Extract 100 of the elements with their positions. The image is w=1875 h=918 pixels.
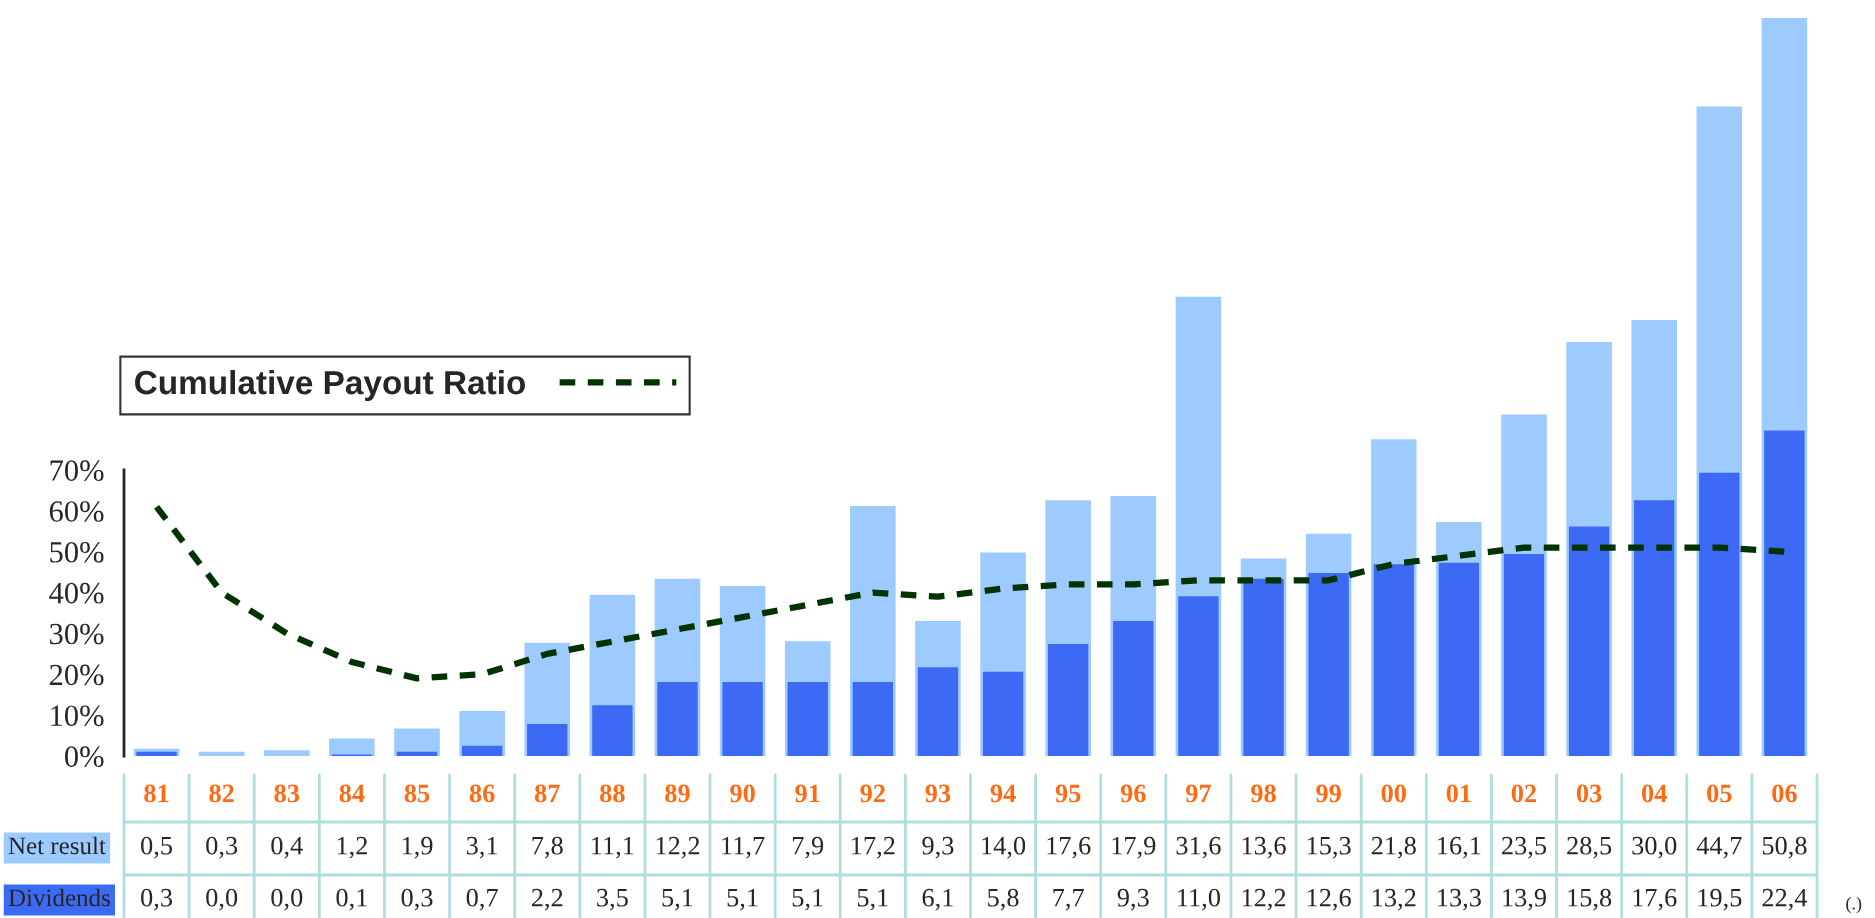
bar bbox=[852, 681, 894, 756]
data-label: 16,1 bbox=[1438, 836, 1481, 859]
data-label: 13,9 bbox=[1503, 888, 1546, 911]
data-label: 12,2 bbox=[656, 836, 700, 859]
data-label: 13,3 bbox=[1438, 888, 1481, 911]
x-tick-label: 87 bbox=[534, 784, 560, 803]
x-tick-label: 96 bbox=[1120, 784, 1146, 803]
data-label: 5,1 bbox=[727, 888, 758, 911]
data-label: 7,8 bbox=[532, 836, 563, 859]
data-label: 0,0 bbox=[206, 888, 238, 911]
x-tick-label: 00 bbox=[1381, 784, 1406, 803]
data-label: 21,8 bbox=[1371, 836, 1416, 859]
data-label: 1,2 bbox=[337, 836, 367, 859]
data-label: 2,2 bbox=[531, 888, 563, 911]
x-tick-label: 98 bbox=[1251, 784, 1276, 803]
data-label: 11,1 bbox=[592, 836, 634, 859]
bar bbox=[1178, 596, 1219, 756]
x-tick-label: 04 bbox=[1642, 784, 1667, 803]
data-label: 15,8 bbox=[1568, 888, 1612, 911]
data-label: 0,3 bbox=[401, 888, 433, 911]
text: Dividends bbox=[8, 888, 110, 907]
data-label: 17,6 bbox=[1633, 888, 1677, 911]
bar bbox=[1634, 500, 1675, 756]
x-tick-label: 84 bbox=[339, 784, 365, 803]
y-tick-label: 10% bbox=[51, 705, 104, 727]
data-label: 30,0 bbox=[1632, 836, 1677, 859]
data-label: 0,0 bbox=[271, 888, 303, 911]
x-tick-label: 05 bbox=[1707, 784, 1732, 803]
data-label: 0,3 bbox=[141, 888, 173, 911]
data-label: 0,5 bbox=[141, 836, 173, 859]
x-tick-label: 86 bbox=[469, 784, 495, 803]
bar bbox=[917, 667, 959, 756]
data-label: 1,9 bbox=[402, 836, 433, 859]
x-tick-label: 81 bbox=[144, 784, 169, 803]
y-tick-label: 20% bbox=[49, 664, 104, 686]
x-tick-label: 90 bbox=[730, 784, 755, 803]
data-label: 5,8 bbox=[988, 888, 1019, 911]
data-label: 23,5 bbox=[1502, 836, 1547, 859]
y-tick-label: 70% bbox=[50, 460, 104, 481]
x-tick-label: 94 bbox=[990, 784, 1016, 803]
bar bbox=[1113, 620, 1154, 756]
text: Net result bbox=[8, 836, 106, 855]
x-tick-label: 06 bbox=[1772, 784, 1797, 803]
y-tick-label: 60% bbox=[49, 501, 104, 522]
data-label: 3,1 bbox=[466, 836, 498, 859]
data-label: 14,0 bbox=[982, 836, 1026, 859]
x-tick-label: 03 bbox=[1576, 784, 1602, 803]
bar bbox=[1047, 644, 1089, 756]
data-label: 9,3 bbox=[1117, 888, 1149, 911]
bar bbox=[329, 738, 375, 756]
bar bbox=[1308, 572, 1349, 756]
bar bbox=[657, 681, 698, 756]
data-label: 19,5 bbox=[1698, 888, 1742, 911]
x-tick-label: 02 bbox=[1511, 784, 1537, 803]
y-tick-label: 30% bbox=[50, 623, 104, 645]
data-label: 0,4 bbox=[271, 836, 303, 859]
x-tick-label: 91 bbox=[795, 784, 820, 803]
data-label: 15,3 bbox=[1307, 836, 1351, 859]
bar bbox=[1568, 526, 1610, 756]
y-tick-label: 40% bbox=[49, 582, 104, 604]
bar bbox=[722, 681, 763, 756]
data-label: 28,5 bbox=[1567, 836, 1612, 859]
data-label: 6,1 bbox=[922, 888, 953, 911]
data-label: 5,1 bbox=[857, 888, 888, 911]
bar bbox=[396, 751, 438, 756]
data-label: 5,1 bbox=[662, 888, 693, 911]
data-label: 7,9 bbox=[792, 836, 824, 859]
data-label: 50,8 bbox=[1762, 836, 1807, 859]
x-tick-label: 97 bbox=[1185, 784, 1211, 803]
bar bbox=[198, 751, 245, 756]
bar bbox=[1699, 472, 1740, 756]
x-tick-label: 89 bbox=[665, 784, 690, 803]
x-tick-label: 01 bbox=[1446, 784, 1471, 803]
x-tick-label: 95 bbox=[1055, 784, 1081, 803]
data-label: 0,1 bbox=[336, 888, 367, 911]
x-tick-label: 85 bbox=[404, 784, 430, 803]
x-tick-label: 93 bbox=[925, 784, 951, 803]
x-tick-label: 82 bbox=[209, 784, 234, 803]
x-tick-label: 99 bbox=[1316, 784, 1341, 803]
y-tick-label: 0% bbox=[64, 746, 104, 767]
data-label: 17,6 bbox=[1047, 836, 1091, 859]
x-tick-label: 88 bbox=[600, 784, 625, 803]
bar bbox=[461, 745, 503, 756]
data-label: 17,9 bbox=[1112, 836, 1156, 859]
bar bbox=[1243, 578, 1284, 756]
data-label: 12,2 bbox=[1242, 888, 1286, 911]
bar bbox=[1373, 564, 1414, 756]
data-label: 22,4 bbox=[1762, 888, 1808, 911]
data-label: 3,5 bbox=[597, 888, 628, 911]
data-label: 13,2 bbox=[1372, 888, 1416, 911]
data-label: 11,0 bbox=[1178, 888, 1220, 911]
bar bbox=[1438, 562, 1480, 756]
data-label: 44,7 bbox=[1696, 836, 1742, 859]
x-tick-label: 92 bbox=[860, 784, 885, 803]
x-tick-label: 83 bbox=[274, 784, 300, 803]
data-label: 12,6 bbox=[1307, 888, 1351, 911]
bar bbox=[1503, 554, 1545, 756]
legend-label: Cumulative Payout Ratio bbox=[135, 369, 526, 402]
bar bbox=[592, 705, 633, 756]
data-label: 0,7 bbox=[466, 888, 498, 911]
